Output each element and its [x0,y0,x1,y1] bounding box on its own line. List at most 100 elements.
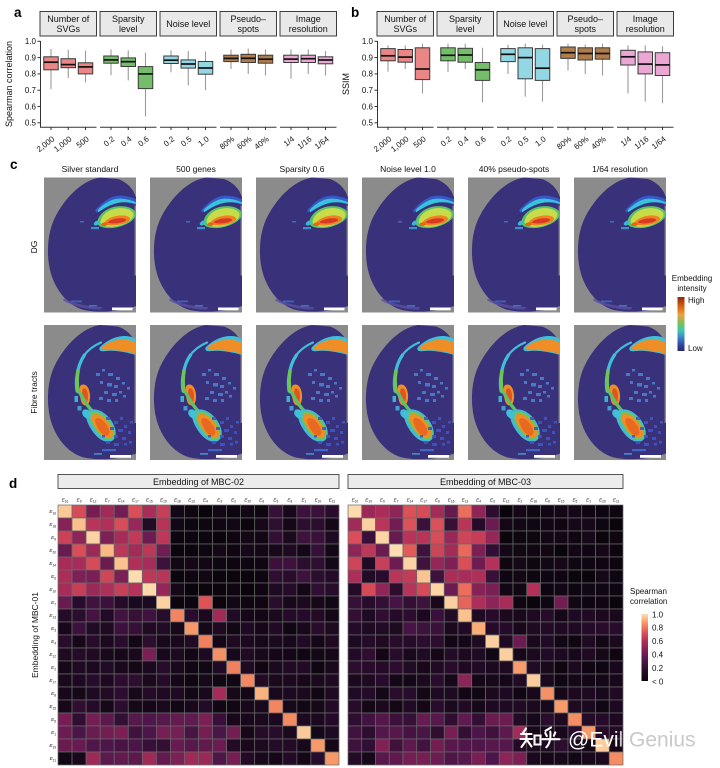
svg-text:E4: E4 [476,498,481,504]
svg-text:E9: E9 [380,498,385,504]
svg-text:E3: E3 [51,626,56,632]
svg-text:E3: E3 [217,498,222,504]
svg-text:0.6: 0.6 [652,637,664,646]
svg-text:Image: Image [633,14,658,24]
svg-text:E14: E14 [118,498,125,504]
svg-text:E10: E10 [352,498,359,504]
svg-text:E16: E16 [448,498,455,504]
svg-text:E17: E17 [420,498,427,504]
svg-text:E11: E11 [50,756,57,762]
svg-text:E15: E15 [49,704,56,710]
svg-text:E14: E14 [49,561,56,567]
svg-text:E13: E13 [462,498,469,504]
svg-text:E1: E1 [301,498,306,504]
svg-text:resolution: resolution [626,24,665,34]
svg-text:0.4: 0.4 [652,651,664,660]
svg-text:0.8: 0.8 [652,624,664,633]
svg-text:E9: E9 [51,535,56,541]
svg-text:Pseudo–: Pseudo– [567,14,603,24]
svg-text:b: b [351,5,359,20]
svg-text:E18: E18 [530,498,537,504]
svg-text:1/64 resolution: 1/64 resolution [592,164,648,174]
svg-text:spots: spots [574,24,596,34]
svg-text:SSIM: SSIM [341,73,351,95]
svg-text:1.0: 1.0 [362,37,374,46]
svg-text:E10: E10 [315,498,322,504]
svg-text:1.0: 1.0 [652,610,664,619]
svg-text:E17: E17 [132,498,139,504]
svg-text:d: d [9,476,17,491]
svg-text:Noise level 1.0: Noise level 1.0 [380,164,436,174]
svg-text:500 genes: 500 genes [176,164,216,174]
svg-text:E15: E15 [146,498,153,504]
svg-text:E6: E6 [435,498,440,504]
svg-text:E15: E15 [558,498,565,504]
svg-text:Image: Image [296,14,321,24]
svg-text:c: c [10,157,18,172]
svg-text:@Evil Genius: @Evil Genius [568,729,696,752]
svg-text:Sparsity 0.6: Sparsity 0.6 [280,164,325,174]
svg-text:1.0: 1.0 [25,37,37,46]
svg-text:a: a [14,5,22,20]
svg-text:E16: E16 [49,509,56,515]
svg-text:E16: E16 [62,498,69,504]
svg-text:E18: E18 [49,522,56,528]
svg-text:spots: spots [237,24,259,34]
svg-text:0.9: 0.9 [25,53,37,62]
svg-text:E2: E2 [51,665,56,671]
svg-text:E4: E4 [203,498,208,504]
svg-text:E17: E17 [49,678,56,684]
svg-text:level: level [119,24,138,34]
svg-text:Spearman: Spearman [630,587,667,596]
svg-text:E14: E14 [407,498,414,504]
svg-text:Number of: Number of [384,14,427,24]
svg-text:Pseudo–: Pseudo– [230,14,266,24]
svg-text:E2: E2 [517,498,522,504]
svg-text:Embedding of MBC-01: Embedding of MBC-01 [30,592,40,678]
svg-text:E7: E7 [105,498,110,504]
svg-text:Embedding of MBC-03: Embedding of MBC-03 [440,477,531,487]
svg-text:E6: E6 [51,574,56,580]
svg-text:E8: E8 [545,498,550,504]
svg-text:E19: E19 [160,498,167,504]
svg-text:E13: E13 [49,613,56,619]
svg-text:E7: E7 [394,498,399,504]
svg-text:40% pseudo-spots: 40% pseudo-spots [479,164,549,174]
svg-text:0.5: 0.5 [362,119,374,128]
svg-text:E19: E19 [49,743,56,749]
svg-text:E13: E13 [188,498,195,504]
svg-text:High: High [688,296,704,305]
svg-text:0.7: 0.7 [25,86,37,95]
svg-text:E9: E9 [77,498,82,504]
svg-text:Embedding: Embedding [672,274,712,283]
svg-text:E1: E1 [51,730,56,736]
svg-text:E5: E5 [51,717,56,723]
svg-text:SVGs: SVGs [56,24,80,34]
svg-text:E4: E4 [51,639,56,645]
svg-text:0.2: 0.2 [652,664,664,673]
svg-text:0.8: 0.8 [25,70,37,79]
svg-text:< 0: < 0 [652,677,664,686]
svg-text:E5: E5 [273,498,278,504]
svg-text:correlation: correlation [630,597,667,606]
svg-text:Noise level: Noise level [166,19,210,29]
svg-text:0.9: 0.9 [362,53,374,62]
svg-text:E20: E20 [599,498,606,504]
svg-text:E1: E1 [586,498,591,504]
svg-text:Fibre tracts: Fibre tracts [29,371,39,414]
svg-text:E12: E12 [49,652,56,658]
svg-text:Embedding of MBC-02: Embedding of MBC-02 [153,477,244,487]
svg-text:intensity: intensity [677,284,706,293]
svg-text:E11: E11 [613,498,620,504]
svg-text:Spearman correlation: Spearman correlation [4,41,14,127]
svg-text:DG: DG [29,241,39,254]
svg-text:E5: E5 [572,498,577,504]
svg-text:0.5: 0.5 [25,119,37,128]
svg-text:E8: E8 [287,498,292,504]
svg-text:E20: E20 [49,548,56,554]
svg-text:E20: E20 [244,498,251,504]
svg-text:Silver standard: Silver standard [62,164,119,174]
svg-text:E6: E6 [259,498,264,504]
svg-text:E3: E3 [490,498,495,504]
svg-text:E11: E11 [329,498,336,504]
